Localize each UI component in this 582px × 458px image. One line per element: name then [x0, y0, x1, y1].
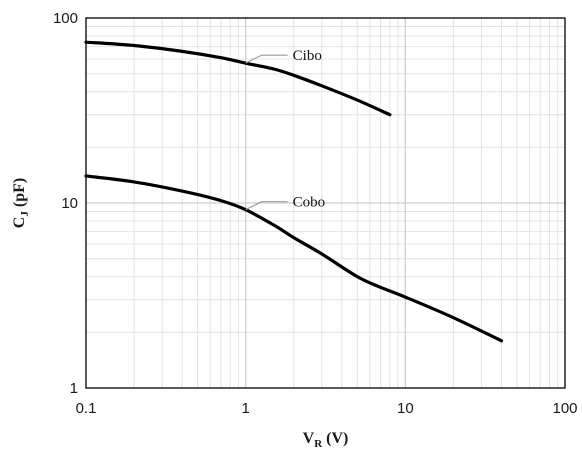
- plot-area-border: [85, 17, 566, 389]
- series-line-cibo: [84, 40, 392, 117]
- x-axis-label: VR (V): [303, 430, 349, 450]
- callout-leader-cibo: [245, 54, 288, 64]
- x-tick-label: 1: [241, 400, 249, 417]
- callout-layer: Cibo Cobo: [245, 48, 326, 211]
- y-tick-label: 10: [61, 195, 78, 212]
- y-tick-labels: 1 10 100: [53, 10, 78, 397]
- y-axis-label: CJ (pF): [11, 178, 31, 228]
- series-layer: [84, 40, 504, 343]
- series-label-cobo: Cobo: [293, 195, 326, 211]
- y-axis-label-subscript: J: [19, 211, 31, 217]
- y-tick-label: 100: [53, 10, 78, 27]
- major-gridlines: [86, 18, 565, 388]
- callout-cibo: Cibo: [245, 48, 322, 64]
- x-tick-labels: 0.1 1 10 100: [76, 400, 578, 417]
- callout-leader-cobo: [245, 201, 288, 211]
- x-axis-label-unit: (V): [322, 430, 348, 447]
- series-label-cibo: Cibo: [293, 48, 322, 64]
- y-axis-label-main: C: [11, 217, 28, 229]
- x-tick-label: 0.1: [76, 400, 97, 417]
- x-axis-label-subscript: R: [314, 438, 323, 450]
- series-line-cobo: [84, 174, 504, 343]
- x-axis-label-main: V: [303, 430, 315, 447]
- y-axis-label-unit: (pF): [11, 178, 28, 211]
- x-tick-label: 100: [552, 400, 577, 417]
- x-tick-label: 10: [397, 400, 414, 417]
- y-tick-label: 1: [70, 380, 78, 397]
- callout-cobo: Cobo: [245, 195, 326, 211]
